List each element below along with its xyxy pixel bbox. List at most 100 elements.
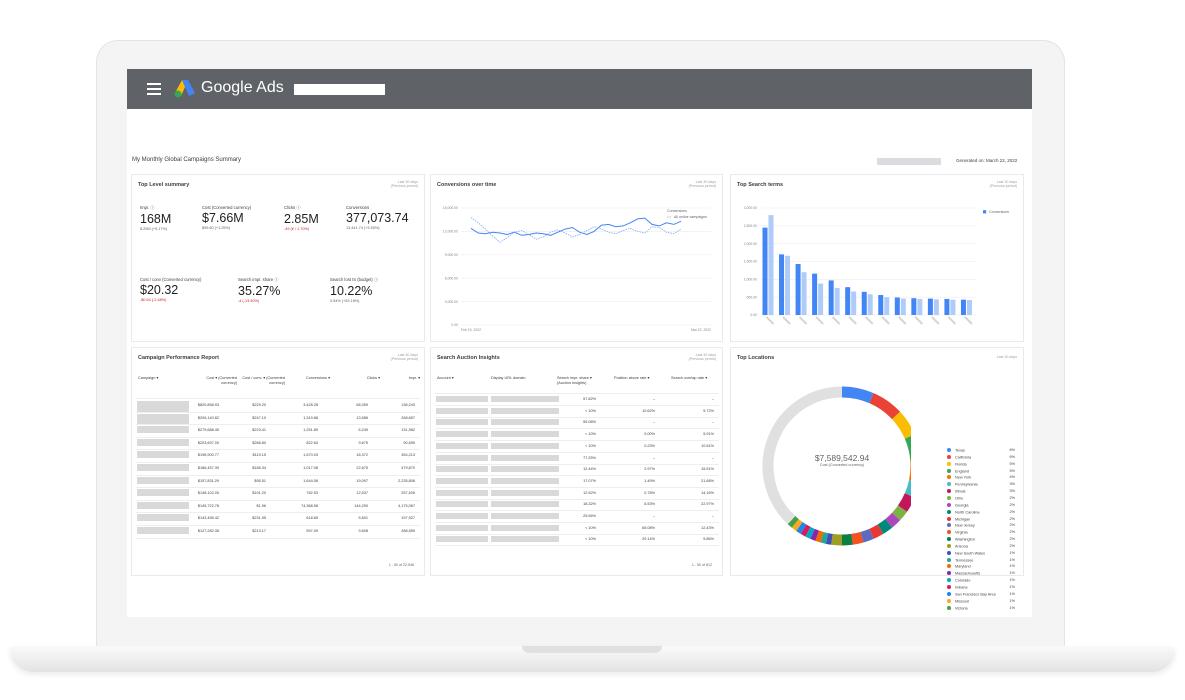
table-row: 12.44% 2.97% 15.51% (431, 465, 722, 474)
redacted-domain (491, 419, 559, 426)
row-divider (435, 428, 719, 430)
column-header[interactable]: Cost / conv. ▾ (Converted currency) (242, 376, 285, 385)
column-header[interactable]: Display URL domain (491, 376, 526, 380)
x-tick-label: Feb 19, 2022 (461, 328, 481, 332)
table-cell: 268,657 (401, 415, 415, 420)
column-header[interactable]: Search overlap rate ▾ (671, 376, 708, 380)
card-date-range: Last 30 days (Previous period) (688, 353, 716, 362)
table-cell: 1,017.08 (303, 466, 318, 470)
table-cell: < 10% (585, 537, 596, 542)
legend-item: New South Wales (947, 550, 985, 555)
table-cell: – (711, 420, 714, 425)
table-cell: $229.20 (252, 403, 266, 407)
metric-label: Search impr. share ⓘ (238, 277, 279, 282)
donut-slice (791, 519, 803, 531)
row-divider (136, 474, 420, 476)
legend-percent: 1% (1009, 585, 1016, 589)
legend-dot (947, 509, 951, 514)
table-cell: 18.32% (583, 502, 596, 507)
redacted-account (436, 489, 488, 496)
donut-slice (787, 516, 799, 528)
table-cell: 0.00% (644, 432, 655, 437)
y-tick-label: 500.00 (747, 295, 757, 299)
metric-label: Cost / conv (Converted currency) (140, 277, 202, 282)
table-row: < 10% 0.00% 5.91% (431, 430, 722, 439)
table-cell: 12.52% (583, 490, 596, 495)
metric-label: Cost (Converted currency) (202, 205, 252, 210)
table-cell: $223.41 (252, 428, 266, 433)
table-row: 77.25% – – (431, 454, 722, 463)
column-header[interactable]: Campaign ▾ (138, 376, 159, 380)
legend-dot (947, 482, 951, 487)
donut-slice (885, 512, 901, 528)
table-cell: 57.82% (583, 397, 596, 401)
column-header[interactable]: Search impr. share ▾ (Auction Insights) (557, 376, 592, 385)
y-tick-label: 3,000.00 (744, 206, 757, 210)
legend-percent: 1% (1009, 578, 1016, 583)
legend-label: Indiana (955, 585, 968, 590)
column-header[interactable]: Impr. ▾ (408, 376, 420, 380)
row-divider (435, 440, 719, 442)
table-row: $145,722.78 $1.96 74,368.58 144,290 4,175,06… (132, 501, 424, 511)
conversions-over-time-card: Conversions over time Last 30 days (Previ… (430, 174, 723, 342)
column-header[interactable]: Cost ▾ (Converted currency) (206, 376, 237, 385)
table-cell: 13,586 (356, 415, 368, 420)
column-header[interactable]: Clicks ▾ (366, 376, 380, 380)
series-line (470, 217, 682, 236)
bar-current (795, 263, 801, 315)
table-row: < 10% 10.62% 5.72% (431, 407, 722, 416)
legend-dot (947, 571, 951, 576)
table-cell: 1,251.89 (303, 428, 318, 433)
redacted-campaign-name (137, 451, 189, 459)
column-header[interactable]: Position above rate ▾ (614, 376, 650, 380)
table-cell: $820,858.93 (197, 403, 219, 407)
card-date-range: Last 30 days (Previous period) (390, 180, 418, 189)
table-cell: 1,670.03 (303, 453, 318, 458)
column-header[interactable]: Account ▾ (437, 376, 454, 380)
card-date-range: Last 30 days (Previous period) (989, 180, 1017, 189)
column-header[interactable]: Conversions ▾ (305, 376, 330, 380)
redacted-x-label (947, 316, 957, 325)
pagination-text: 1 - 50 of 22,546 (388, 563, 414, 567)
table-cell: 10.62% (642, 408, 655, 413)
table-cell: 21.68% (701, 478, 714, 483)
bar-current (762, 227, 768, 315)
redacted-x-label (914, 316, 924, 325)
metric-value: 2.85M (284, 212, 319, 226)
table-row: $820,858.93 $229.20 3,428.28 68,359 136,243 (132, 401, 424, 412)
legend-item: New Jersey (947, 523, 975, 528)
bar-current (960, 299, 966, 315)
donut-slice (800, 524, 811, 537)
table-cell: 1.49% (644, 478, 655, 483)
table-cell: 479,870 (401, 466, 415, 470)
redacted-domain (491, 454, 559, 461)
bar-previous (933, 299, 939, 315)
legend-dot (947, 461, 951, 466)
google-ads-logo-icon (174, 80, 195, 98)
donut-slice (869, 524, 884, 539)
table-cell: $213.17 (252, 529, 266, 533)
donut-slice (891, 411, 911, 439)
table-cell: 0.23% (644, 443, 655, 448)
table-cell: 2.97% (644, 467, 655, 472)
table-cell: $148,102.05 (197, 491, 219, 496)
table-row: 25.56% – – (431, 512, 722, 521)
legend-label: New York (955, 475, 972, 480)
account-name-redacted[interactable] (294, 84, 385, 95)
table-cell: 19,097 (356, 478, 368, 483)
row-divider (435, 545, 719, 547)
legend-percent: 2% (1009, 543, 1016, 548)
redacted-campaign-name (137, 527, 189, 534)
row-divider (435, 416, 719, 418)
legend-label: New Jersey (955, 523, 975, 528)
hamburger-menu-icon[interactable] (147, 83, 161, 95)
redacted-x-label (881, 316, 890, 325)
row-divider (435, 510, 719, 512)
table-cell: $198,900.77 (197, 453, 219, 458)
metric-change: $95.80 (+1.25%) (202, 226, 231, 230)
table-cell: 197,927 (401, 516, 415, 521)
donut-slice (825, 533, 833, 545)
table-row: < 10% 65.08% 12.43% (431, 524, 722, 533)
donut-slice (841, 533, 853, 546)
top-locations-card: Top Locations Last 30 days $7,589,542.94… (730, 347, 1024, 610)
